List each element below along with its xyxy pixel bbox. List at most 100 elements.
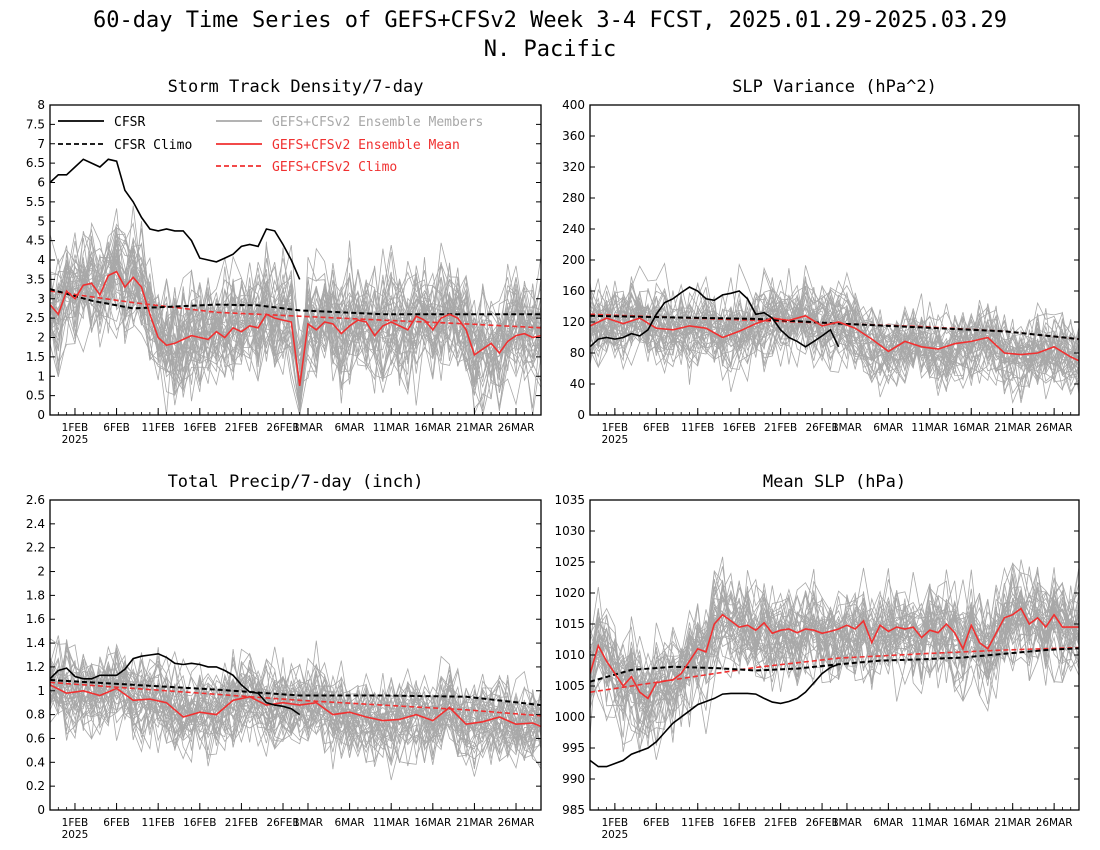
x-tick-year: 2025 — [62, 434, 89, 446]
ensemble-members — [590, 556, 1079, 760]
legend-label-model-climo: GEFS+CFSv2 Climo — [272, 160, 397, 175]
ensemble-member-line — [590, 580, 1079, 703]
ensemble-members — [590, 262, 1079, 405]
x-tick-label: 1MAR — [293, 422, 323, 434]
ensemble-member-line — [50, 643, 541, 738]
y-tick-label: 0.5 — [26, 389, 45, 403]
y-tick-label: 3.5 — [26, 272, 45, 286]
panel-1: Storm Track Density/7-day 0 0.5 1 1.5 2 2.5 3 3.… — [26, 77, 542, 446]
legend-label-members: GEFS+CFSv2 Ensemble Members — [272, 115, 483, 130]
ensemble-member-line — [50, 647, 541, 759]
x-tick-label: 11FEB — [681, 422, 714, 434]
x-tick-label: 16MAR — [414, 817, 451, 829]
y-tick-label: 0 — [37, 408, 45, 422]
x-tick-label: 26FEB — [266, 422, 299, 434]
y-tick-label: 1000 — [554, 710, 585, 724]
y-tick-label: 2.4 — [26, 517, 45, 531]
figure-subtitle: N. Pacific — [484, 37, 616, 62]
ensemble-member-line — [50, 667, 541, 764]
x-tick-label: 1MAR — [832, 422, 862, 434]
panel-2: SLP Variance (hPa^2) 0 40 80 120 160 200 240 280… — [562, 77, 1080, 446]
x-tick-label: 21MAR — [994, 422, 1031, 434]
y-tick-label: 4 — [37, 253, 45, 267]
y-tick-label: 1025 — [554, 555, 585, 569]
x-tick-year: 2025 — [601, 434, 628, 446]
y-tick-label: 2.2 — [26, 541, 45, 555]
ensemble-member-line — [590, 295, 1079, 393]
figure-title: 60-day Time Series of GEFS+CFSv2 Week 3-… — [93, 8, 1007, 33]
series-cfsr-climo — [590, 314, 1079, 341]
x-tick-label: 16FEB — [723, 817, 756, 829]
x-tick-label: 6MAR — [334, 422, 364, 434]
y-tick-label: 400 — [562, 98, 585, 112]
x-tick-label: 26MAR — [1036, 817, 1073, 829]
x-tick-year: 2025 — [601, 829, 628, 841]
ensemble-member-line — [50, 653, 541, 763]
ensemble-member-line — [590, 296, 1079, 395]
x-tick-label: 16MAR — [953, 817, 990, 829]
x-tick-label: 16MAR — [953, 422, 990, 434]
x-tick-label: 21FEB — [225, 817, 258, 829]
x-tick-label: 26MAR — [1036, 422, 1073, 434]
y-tick-label: 8 — [37, 98, 45, 112]
x-tick-label: 21FEB — [764, 422, 797, 434]
y-tick-label: 7 — [37, 137, 45, 151]
x-tick-label: 1FEB — [62, 817, 89, 829]
x-tick-label: 26FEB — [805, 817, 838, 829]
y-tick-label: 1035 — [554, 493, 585, 507]
panels: Storm Track Density/7-day 0 0.5 1 1.5 2 2.5 3 3.… — [26, 77, 1080, 841]
ensemble-member-line — [50, 265, 541, 415]
series-mean — [590, 607, 1079, 700]
series-cfsr-climo — [50, 679, 541, 707]
y-tick-label: 6.5 — [26, 156, 45, 170]
y-tick-label: 80 — [570, 346, 585, 360]
y-tick-label: 6 — [37, 176, 45, 190]
x-tick-label: 21FEB — [764, 817, 797, 829]
x-tick-label: 26MAR — [498, 817, 535, 829]
y-tick-label: 0 — [37, 803, 45, 817]
x-tick-label: 11MAR — [373, 422, 410, 434]
y-tick-label: 2.5 — [26, 311, 45, 325]
series-mean — [590, 314, 1079, 362]
x-tick-label: 6MAR — [873, 422, 903, 434]
x-tick-label: 11MAR — [911, 422, 948, 434]
x-tick-label: 1FEB — [62, 422, 89, 434]
x-tick-label: 6FEB — [643, 422, 670, 434]
legend-label-cfsr-climo: CFSR Climo — [114, 138, 192, 153]
y-tick-label: 1.2 — [26, 660, 45, 674]
y-tick-label: 320 — [562, 160, 585, 174]
y-tick-label: 0 — [577, 408, 585, 422]
y-tick-label: 985 — [562, 803, 585, 817]
ensemble-member-line — [50, 257, 541, 415]
series-cfsr — [590, 286, 840, 348]
x-tick-label: 16MAR — [414, 422, 451, 434]
series-cfsr-climo — [50, 288, 541, 316]
ensemble-members — [50, 635, 541, 781]
x-tick-label: 16FEB — [723, 422, 756, 434]
y-tick-label: 360 — [562, 129, 585, 143]
ensemble-member-line — [590, 598, 1079, 743]
panel-title: Storm Track Density/7-day — [168, 77, 424, 97]
y-tick-label: 5 — [37, 214, 45, 228]
y-tick-label: 160 — [562, 284, 585, 298]
y-tick-label: 2.6 — [26, 493, 45, 507]
ensemble-member-line — [50, 640, 541, 737]
ensemble-member-line — [590, 279, 1079, 368]
x-tick-label: 11MAR — [911, 817, 948, 829]
x-tick-label: 1FEB — [602, 422, 629, 434]
ensemble-member-line — [50, 635, 541, 734]
y-tick-label: 1.5 — [26, 350, 45, 364]
x-tick-label: 21FEB — [225, 422, 258, 434]
series-climo-model — [50, 290, 541, 329]
panel-title: Total Precip/7-day (inch) — [168, 472, 424, 492]
x-tick-label: 11MAR — [373, 817, 410, 829]
ensemble-member-line — [590, 566, 1079, 703]
y-tick-label: 40 — [570, 377, 585, 391]
y-tick-label: 240 — [562, 222, 585, 236]
ensemble-member-line — [50, 240, 541, 408]
legend-label-cfsr: CFSR — [114, 115, 145, 130]
series-cfsr — [590, 663, 839, 768]
y-tick-label: 1 — [37, 684, 45, 698]
y-tick-label: 5.5 — [26, 195, 45, 209]
